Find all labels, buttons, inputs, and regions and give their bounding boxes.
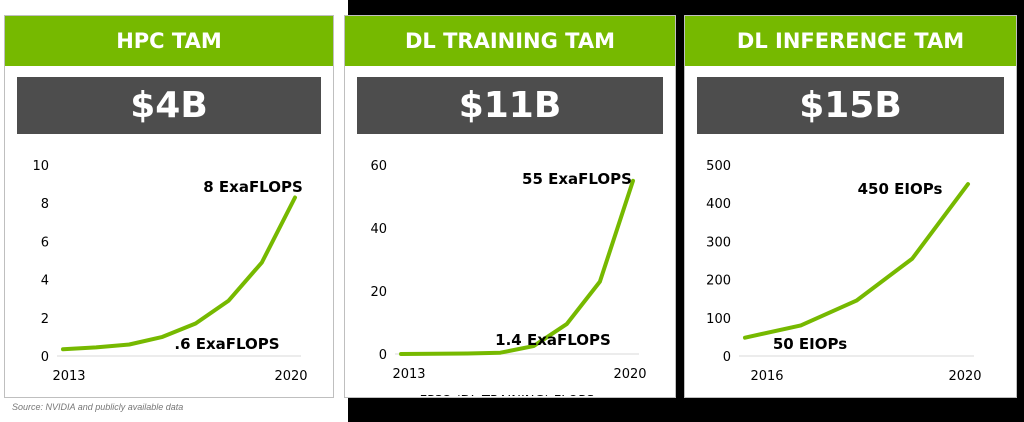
series-line	[743, 182, 970, 340]
y-tick-label: 8	[41, 197, 49, 212]
y-tick-label: 2	[41, 312, 49, 327]
data-annotation: 55 ExaFLOPS	[522, 170, 632, 188]
y-tick-label: 0	[723, 350, 731, 365]
dl-inference-eiops-chart: 010020030040050020162020INT8 (AI INFEREN…	[706, 159, 981, 384]
x-tick-label: 2016	[750, 369, 783, 384]
tam-value: $11B	[357, 77, 663, 134]
x-tick-label: 2020	[948, 369, 981, 384]
y-tick-label: 40	[370, 222, 387, 237]
series-line	[61, 195, 297, 352]
y-tick-label: 0	[41, 350, 49, 365]
x-tick-label: 2020	[274, 369, 307, 384]
y-tick-label: 10	[32, 159, 49, 174]
y-tick-label: 4	[41, 274, 49, 289]
hpc-flops-chart: 024681020132020FP64 (HPC) FLOPS8 ExaFLOP…	[32, 159, 307, 384]
tam-value: $4B	[17, 77, 321, 134]
y-tick-label: 200	[706, 274, 731, 289]
panel-header: DL TRAINING TAM	[345, 16, 675, 66]
data-annotation: 50 EIOPs	[773, 335, 847, 353]
dl-training-tam-panel: DL TRAINING TAM $11B 0 20 40 60 2013 2020 FP32…	[344, 15, 676, 398]
y-tick-label: 400	[706, 197, 731, 212]
panel-header: DL INFERENCE TAM	[685, 16, 1016, 66]
data-annotation: 8 ExaFLOPS	[203, 178, 303, 196]
y-tick-label: 0	[379, 348, 387, 363]
data-annotation: 1.4 ExaFLOPS	[495, 331, 611, 349]
x-tick-label: 2020	[613, 367, 646, 382]
x-axis-label: FP32 (DL TRAINING) FLOPS	[420, 394, 595, 396]
data-annotation: 450 EIOPs	[858, 180, 943, 198]
y-tick-label: 60	[370, 159, 387, 174]
y-tick-label: 6	[41, 235, 49, 250]
y-tick-label: 300	[706, 235, 731, 250]
tam-value: $15B	[697, 77, 1004, 134]
y-tick-label: 100	[706, 312, 731, 327]
x-tick-label: 2013	[392, 367, 425, 382]
hpc-tam-panel: HPC TAM $4B 024681020132020FP64 (HPC) FL…	[4, 15, 334, 398]
series-line	[399, 178, 635, 356]
data-annotation: .6 ExaFLOPS	[174, 335, 279, 353]
y-tick-label: 20	[370, 285, 387, 300]
source-note: Source: NVIDIA and publicly available da…	[12, 402, 184, 412]
panel-header: HPC TAM	[5, 16, 333, 66]
dl-training-flops-chart: 0 20 40 60 2013 2020 FP32 (DL TRAINING) FLOPS 5…	[370, 159, 646, 396]
dl-inference-tam-panel: DL INFERENCE TAM $15B 0 100 200 300 400 500 20…	[684, 15, 1017, 398]
x-tick-label: 2013	[52, 369, 85, 384]
y-tick-label: 500	[706, 159, 731, 174]
